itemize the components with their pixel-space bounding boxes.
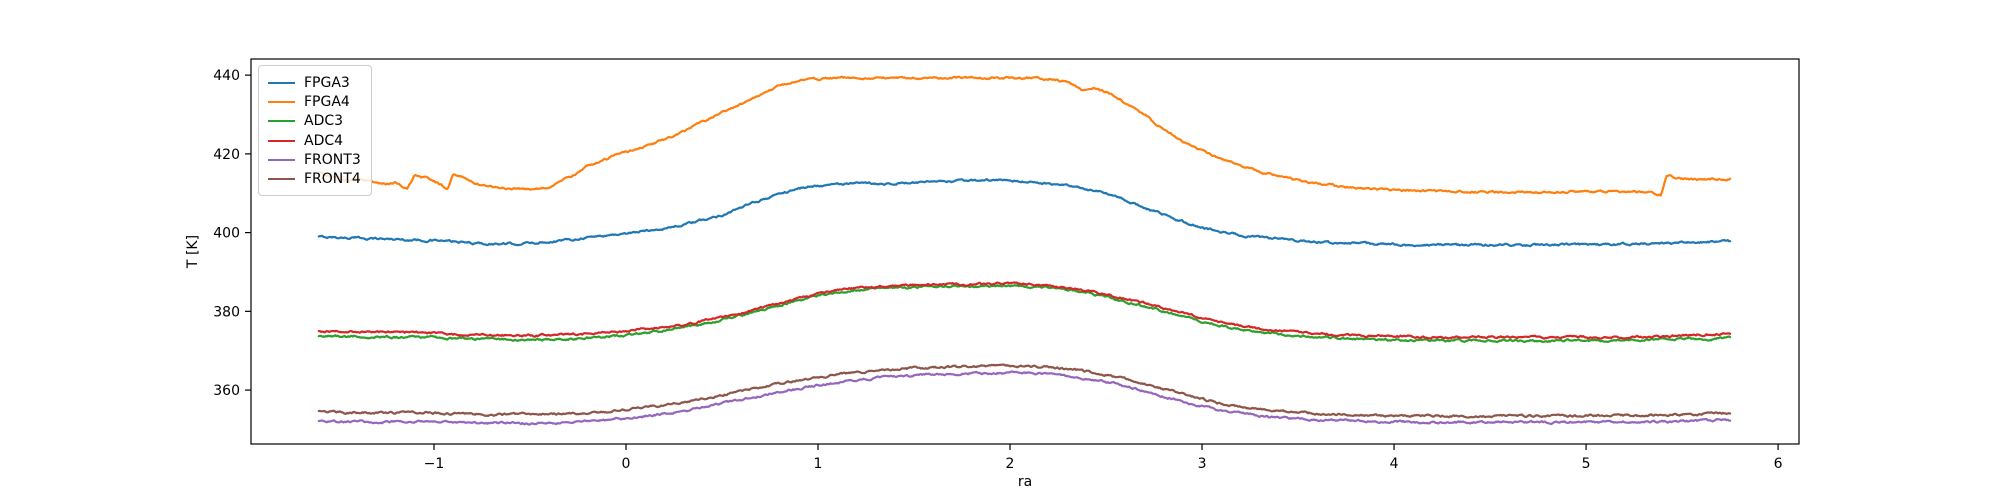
x-tick-label: 4 <box>1390 456 1399 472</box>
legend-line-swatch <box>268 158 295 161</box>
legend-item-fpga4: FPGA4 <box>268 92 361 111</box>
legend-label: FRONT3 <box>304 151 361 168</box>
legend-line-swatch <box>268 100 295 103</box>
legend-line-swatch <box>268 139 295 142</box>
series-line-fpga4 <box>317 75 1732 197</box>
legend-item-fpga3: FPGA3 <box>268 73 361 92</box>
series-line-front3 <box>317 370 1732 426</box>
x-tick-label: 0 <box>622 456 631 472</box>
legend-label: FRONT4 <box>304 171 361 188</box>
legend-label: FPGA3 <box>304 74 350 91</box>
y-axis-label: T [K] <box>185 235 201 269</box>
legend-label: FPGA4 <box>304 93 350 110</box>
series-line-front4 <box>317 363 1732 419</box>
y-tick-label: 360 <box>213 383 240 399</box>
legend-item-adc3: ADC3 <box>268 112 361 131</box>
legend-label: ADC4 <box>304 132 344 149</box>
series-line-adc4 <box>317 281 1732 340</box>
legend-line-swatch <box>268 81 295 84</box>
x-tick-label: 6 <box>1774 456 1783 472</box>
y-tick-label: 400 <box>213 226 240 242</box>
x-tick-label: 5 <box>1582 456 1591 472</box>
series-line-fpga3 <box>317 178 1732 248</box>
legend-line-swatch <box>268 120 295 123</box>
y-tick-label: 380 <box>213 304 240 320</box>
series-line-adc3 <box>317 284 1732 344</box>
legend-item-front4: FRONT4 <box>268 170 361 189</box>
y-tick-label: 420 <box>213 147 240 163</box>
x-axis-label: ra <box>1018 474 1032 490</box>
x-tick-label: 3 <box>1198 456 1207 472</box>
x-tick-label: −1 <box>424 456 445 472</box>
plot-border <box>250 58 1800 445</box>
x-tick-label: 1 <box>814 456 823 472</box>
legend-item-front3: FRONT3 <box>268 150 361 169</box>
legend-item-adc4: ADC4 <box>268 131 361 150</box>
x-tick-label: 2 <box>1006 456 1015 472</box>
y-tick-label: 440 <box>213 68 240 84</box>
legend: FPGA3 FPGA4 ADC3 ADC4 FRONT3 FRONT4 <box>258 65 372 196</box>
legend-label: ADC3 <box>304 113 344 130</box>
legend-line-swatch <box>268 178 295 181</box>
